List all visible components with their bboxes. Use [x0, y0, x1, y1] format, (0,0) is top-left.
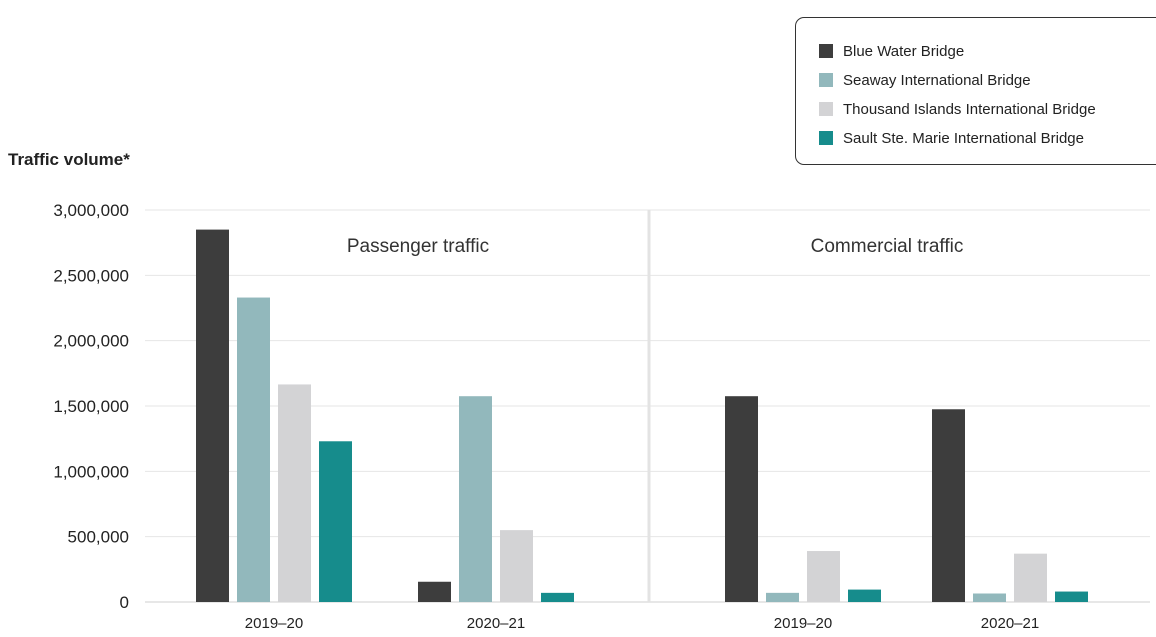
- legend-swatch-sault-ste-marie: [819, 131, 833, 145]
- bar: [1014, 553, 1047, 602]
- panel-title: Commercial traffic: [811, 236, 964, 257]
- y-axis-title: Traffic volume*: [8, 150, 130, 169]
- legend-label-seaway: Seaway International Bridge: [843, 71, 1031, 89]
- bar: [848, 589, 881, 602]
- x-tick-label: 2019–20: [774, 615, 832, 632]
- bar: [725, 396, 758, 602]
- legend-label-sault-ste-marie: Sault Ste. Marie International Bridge: [843, 129, 1084, 147]
- bar: [1055, 591, 1088, 602]
- x-tick-label: 2019–20: [245, 615, 303, 632]
- bar: [459, 396, 492, 602]
- legend-swatch-blue-water: [819, 44, 833, 58]
- legend: Blue Water Bridge Seaway International B…: [795, 17, 1156, 165]
- bar: [418, 581, 451, 602]
- y-tick-label: 3,000,000: [53, 201, 129, 220]
- bar: [766, 592, 799, 602]
- x-tick-label: 2020–21: [467, 615, 525, 632]
- legend-item-sault-ste-marie: Sault Ste. Marie International Bridge: [819, 128, 1084, 148]
- bar: [973, 593, 1006, 602]
- bar: [319, 441, 352, 602]
- x-tick-label: 2020–21: [981, 615, 1039, 632]
- y-tick-label: 2,500,000: [53, 266, 129, 285]
- legend-label-blue-water: Blue Water Bridge: [843, 42, 965, 60]
- y-tick-label: 1,000,000: [53, 462, 129, 481]
- legend-label-thousand-islands: Thousand Islands International Bridge: [843, 100, 1096, 118]
- y-tick-label: 500,000: [68, 528, 129, 547]
- y-tick-label: 0: [120, 593, 129, 612]
- bar: [541, 592, 574, 602]
- bar: [500, 530, 533, 602]
- y-tick-label: 2,000,000: [53, 332, 129, 351]
- bar: [196, 229, 229, 602]
- bar: [932, 409, 965, 602]
- legend-item-seaway: Seaway International Bridge: [819, 70, 1031, 90]
- y-tick-label: 1,500,000: [53, 397, 129, 416]
- panel-title: Passenger traffic: [347, 236, 489, 257]
- bar: [807, 551, 840, 602]
- legend-swatch-thousand-islands: [819, 102, 833, 116]
- legend-swatch-seaway: [819, 73, 833, 87]
- legend-item-blue-water: Blue Water Bridge: [819, 41, 964, 61]
- legend-item-thousand-islands: Thousand Islands International Bridge: [819, 99, 1096, 119]
- bar: [237, 297, 270, 602]
- bar: [278, 384, 311, 602]
